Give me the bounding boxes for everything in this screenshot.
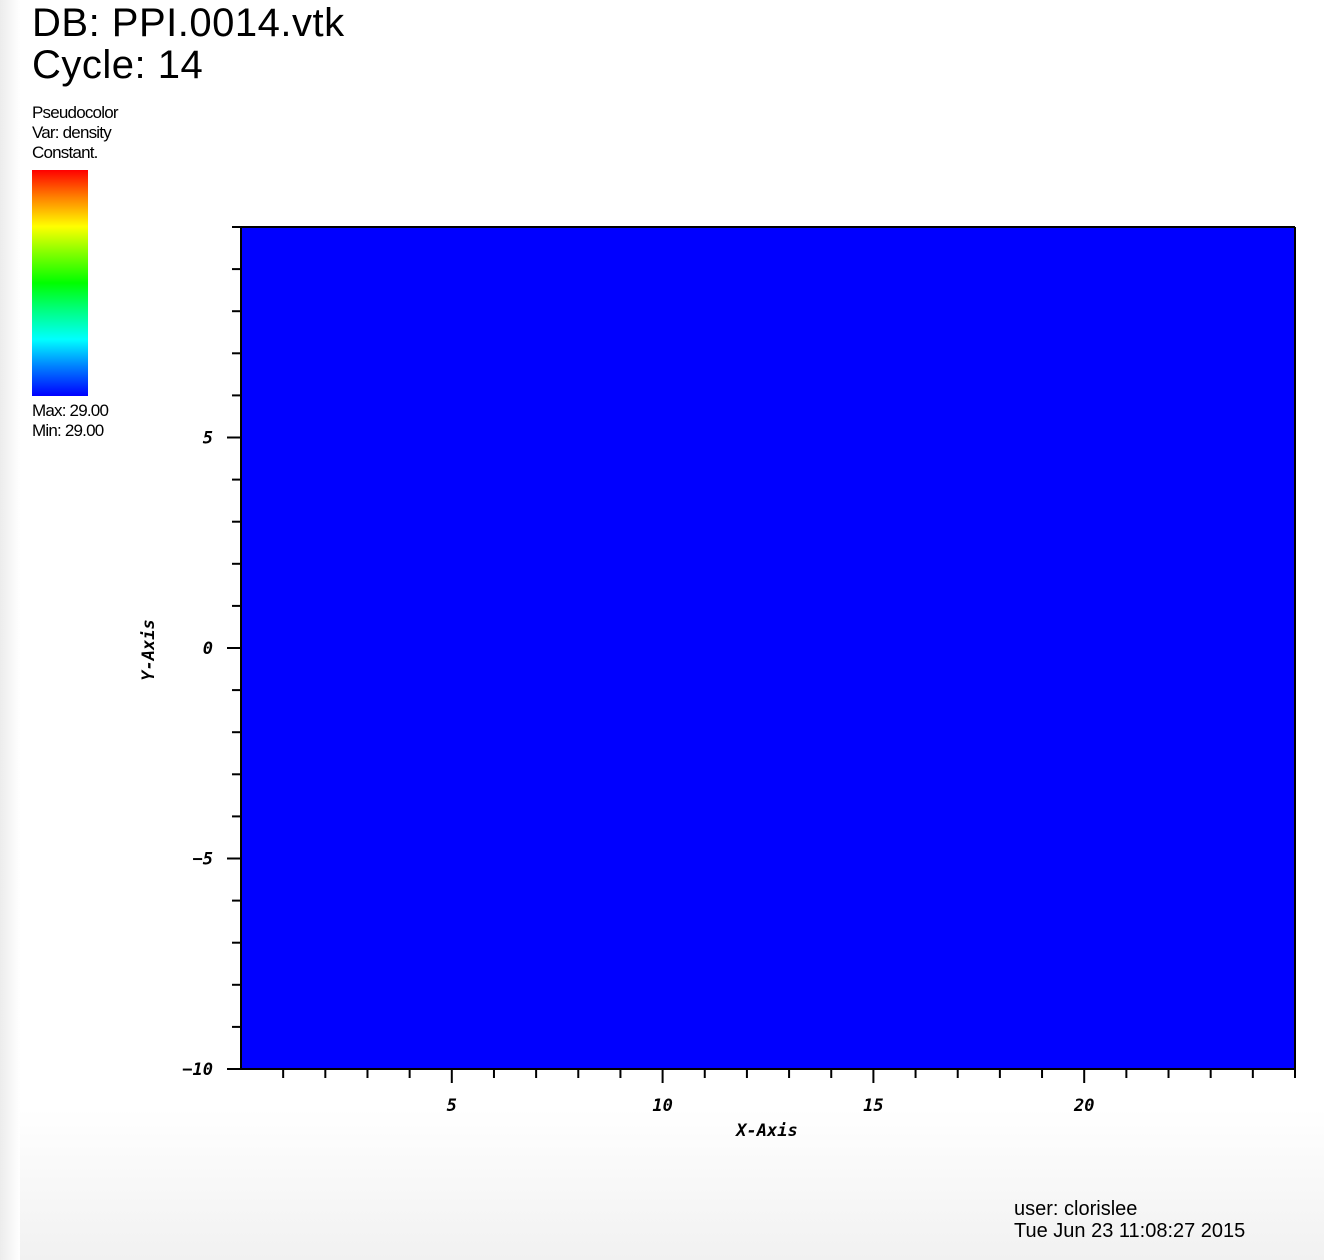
x-tick-label: 15	[863, 1096, 883, 1116]
y-tick-label: −10	[182, 1060, 213, 1080]
x-tick-label: 5	[447, 1096, 457, 1116]
timestamp-label: Tue Jun 23 11:08:27 2015	[1014, 1220, 1246, 1242]
legend-colorbar	[32, 170, 88, 396]
x-tick-label: 10	[652, 1096, 672, 1116]
legend-variable: Var: density	[32, 123, 112, 142]
y-tick-label: 0	[203, 639, 213, 659]
x-tick-label: 20	[1073, 1096, 1094, 1116]
cycle-title: Cycle: 14	[32, 43, 204, 87]
user-label: user: clorislee	[1014, 1198, 1138, 1220]
legend-max: Max: 29.00	[32, 401, 109, 420]
y-tick-label: 5	[203, 429, 213, 449]
y-axis-title: Y-Axis	[139, 619, 159, 680]
data-region	[241, 227, 1295, 1069]
legend-min: Min: 29.00	[32, 421, 104, 440]
x-axis-title: X-Axis	[734, 1121, 797, 1141]
legend-constant-note: Constant.	[32, 143, 98, 162]
database-title: DB: PPI.0014.vtk	[32, 1, 345, 45]
window-edge	[0, 0, 20, 1260]
legend-plot-type: Pseudocolor	[32, 103, 119, 122]
y-tick-label: −5	[193, 850, 213, 870]
